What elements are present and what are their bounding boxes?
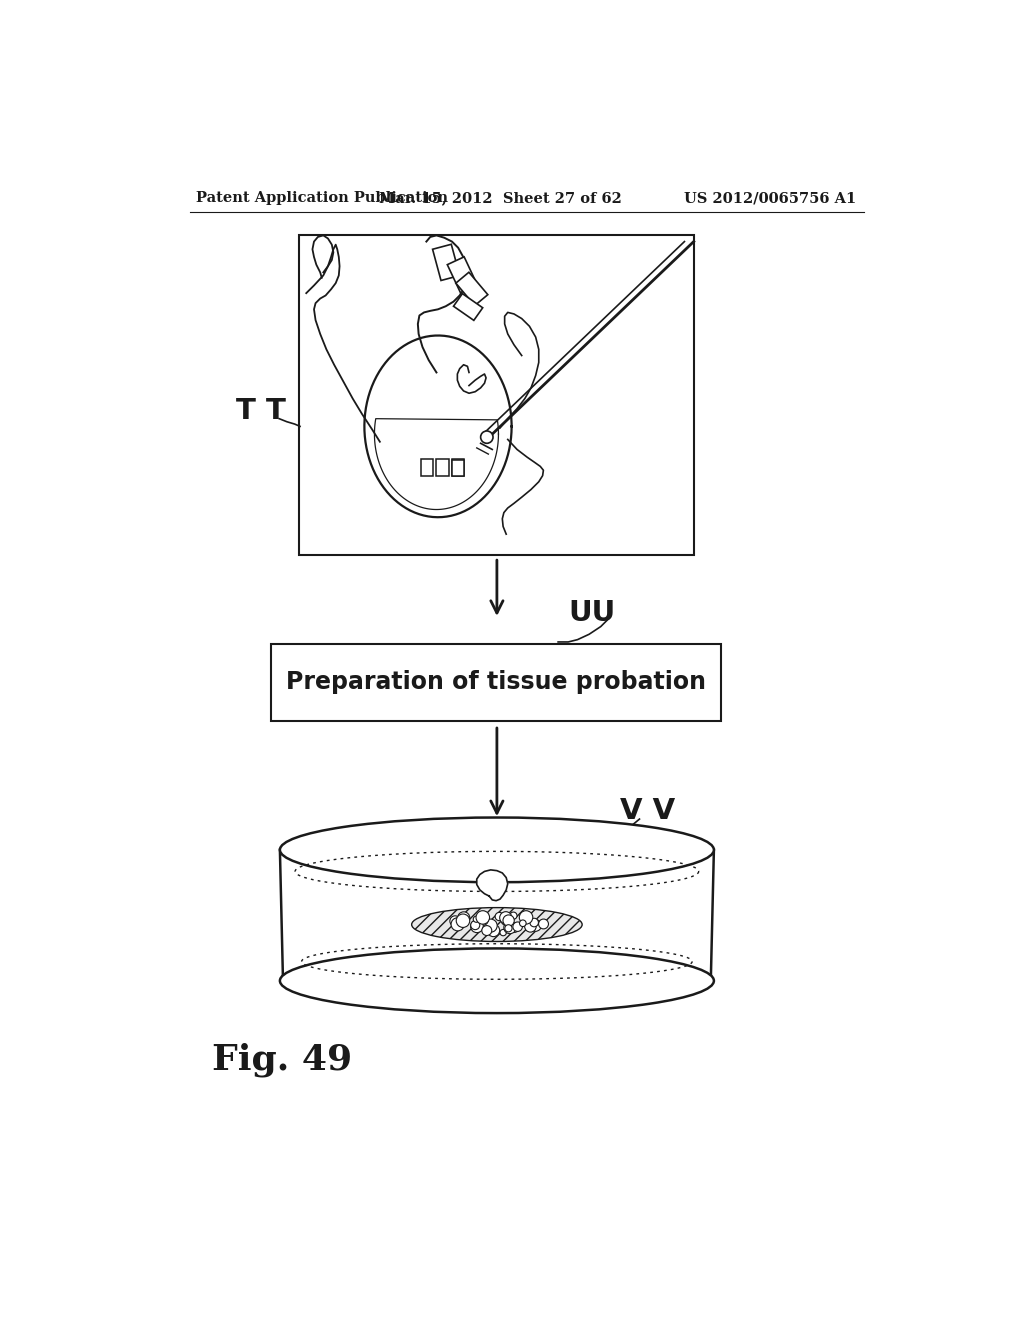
Ellipse shape [280,817,714,882]
Bar [421,459,433,475]
Circle shape [524,920,537,932]
Circle shape [507,921,516,931]
Circle shape [510,923,519,932]
Text: Preparation of tissue probation: Preparation of tissue probation [286,671,707,694]
Circle shape [510,912,517,919]
Circle shape [471,920,483,933]
Text: Fig. 49: Fig. 49 [212,1043,352,1077]
Bar [454,293,482,321]
Circle shape [457,913,470,928]
Circle shape [458,912,470,924]
Circle shape [525,919,531,925]
Circle shape [471,920,480,929]
Bar [452,461,464,475]
Circle shape [504,921,516,933]
Circle shape [473,916,479,923]
Text: Mar. 15, 2012  Sheet 27 of 62: Mar. 15, 2012 Sheet 27 of 62 [379,191,622,206]
Circle shape [478,915,488,925]
Circle shape [503,915,514,927]
Circle shape [529,920,542,932]
Circle shape [476,911,489,924]
Circle shape [505,925,512,932]
Bar [436,459,449,475]
Bar [447,257,477,293]
Ellipse shape [280,948,714,1014]
Circle shape [519,920,526,927]
Circle shape [484,919,498,932]
Circle shape [482,925,492,936]
Circle shape [452,917,464,931]
Bar [299,235,693,554]
Circle shape [513,921,522,932]
Polygon shape [477,870,508,900]
Circle shape [529,919,539,927]
Text: V V: V V [621,797,675,825]
Circle shape [539,919,549,929]
Bar [452,459,464,475]
Text: T T: T T [237,397,287,425]
Circle shape [500,929,506,936]
Circle shape [487,924,500,937]
Bar [432,244,460,280]
Bar [271,644,721,721]
Circle shape [496,912,504,920]
Circle shape [519,911,532,924]
Ellipse shape [412,908,583,941]
Circle shape [480,432,493,444]
Text: UU: UU [568,599,615,627]
Circle shape [450,916,461,927]
Circle shape [500,912,512,924]
Text: US 2012/0065756 A1: US 2012/0065756 A1 [684,191,856,206]
Circle shape [501,913,513,925]
Text: Patent Application Publication: Patent Application Publication [197,191,449,206]
Bar [456,272,487,305]
